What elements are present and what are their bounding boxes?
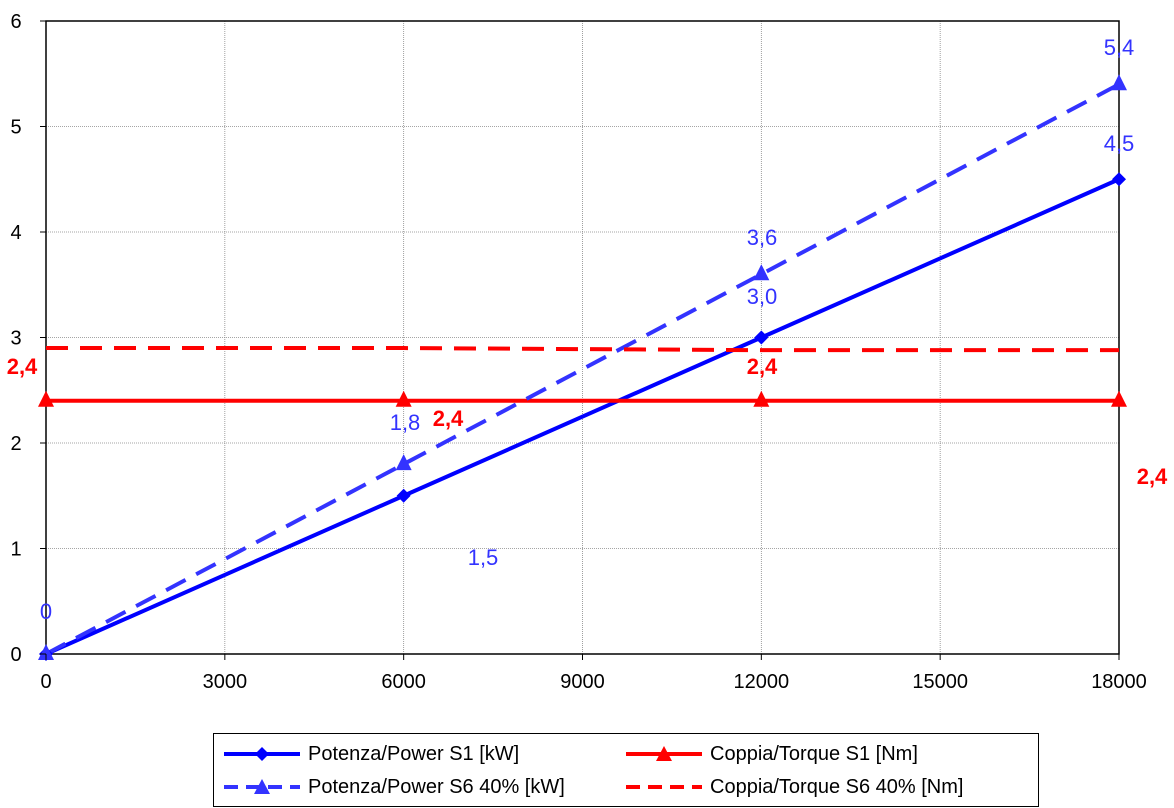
x-tick-label: 18000 — [1091, 671, 1147, 693]
markers — [38, 74, 1127, 661]
y-axis-ticks: 0 1 2 3 4 5 6 — [10, 11, 46, 666]
y-tick-label: 6 — [10, 11, 21, 33]
data-label: 4,5 — [1104, 131, 1135, 156]
x-tick-label: 0 — [40, 671, 51, 693]
marker-triangle — [753, 390, 770, 407]
legend-item-torque-s1: Coppia/Torque S1 [Nm] — [624, 739, 918, 769]
series-line-0 — [45, 177, 1120, 656]
marker-triangle — [1111, 74, 1127, 91]
legend-label-torque-s1: Coppia/Torque S1 [Nm] — [710, 742, 918, 765]
marker-triangle — [395, 454, 412, 471]
marker-diamond — [396, 488, 411, 503]
series-lines — [45, 82, 1120, 656]
marker-diamond — [754, 330, 769, 345]
legend-swatch-power-s1 — [224, 747, 300, 761]
data-label: 2,4 — [7, 354, 38, 379]
data-label: 0 — [40, 599, 52, 624]
legend-swatch-power-s6 — [224, 779, 300, 794]
y-tick-label: 1 — [10, 539, 21, 561]
x-tick-label: 9000 — [560, 671, 605, 693]
legend-item-torque-s6: Coppia/Torque S6 40% [Nm] — [624, 772, 963, 802]
legend-label-torque-s6: Coppia/Torque S6 40% [Nm] — [710, 775, 964, 798]
x-tick-label: 12000 — [734, 671, 790, 693]
x-tick-label: 6000 — [381, 671, 426, 693]
data-label: 2,4 — [747, 354, 778, 379]
data-label: 1,5 — [468, 545, 499, 570]
legend-item-power-s1: Potenza/Power S1 [kW] — [222, 739, 519, 769]
y-tick-label: 5 — [10, 117, 21, 139]
x-axis-ticks: 0 3000 6000 9000 12000 15000 18000 — [40, 654, 1147, 693]
legend-label-power-s6: Potenza/Power S6 40% [kW] — [308, 775, 565, 798]
data-label: 5,4 — [1104, 35, 1135, 60]
marker-triangle — [1111, 390, 1127, 407]
x-tick-label: 3000 — [203, 671, 248, 693]
legend-swatch-torque-s1 — [626, 746, 702, 761]
marker-triangle — [395, 390, 412, 407]
grid — [46, 21, 1119, 654]
legend-label-power-s1: Potenza/Power S1 [kW] — [308, 742, 520, 765]
legend: Potenza/Power S1 [kW] Coppia/Torque S1 [… — [213, 733, 1039, 807]
legend-swatch-torque-s6 — [626, 785, 702, 789]
data-label: 1,8 — [390, 410, 421, 435]
y-tick-label: 3 — [10, 328, 21, 350]
data-labels: 0 1,5 1,8 3,0 3,6 4,5 5,4 2,4 2,4 2,4 2,4 — [7, 35, 1168, 624]
data-label: 2,4 — [433, 406, 464, 431]
y-tick-label: 2 — [10, 433, 21, 455]
marker-diamond — [1112, 172, 1126, 187]
data-label: 3,6 — [747, 225, 778, 250]
y-tick-label: 0 — [10, 644, 21, 666]
x-tick-label: 15000 — [912, 671, 968, 693]
legend-item-power-s6: Potenza/Power S6 40% [kW] — [222, 772, 565, 802]
data-label: 2,4 — [1137, 464, 1168, 489]
marker-triangle — [38, 390, 54, 407]
line-chart: 0 3000 6000 9000 12000 15000 18000 0 1 2 3 4 5 6 0 1,… — [7, 11, 1168, 693]
series-line-3 — [46, 346, 1119, 353]
y-tick-label: 4 — [10, 222, 21, 244]
data-label: 3,0 — [747, 284, 778, 309]
marker-triangle — [753, 264, 770, 281]
marker-triangle — [38, 644, 54, 660]
